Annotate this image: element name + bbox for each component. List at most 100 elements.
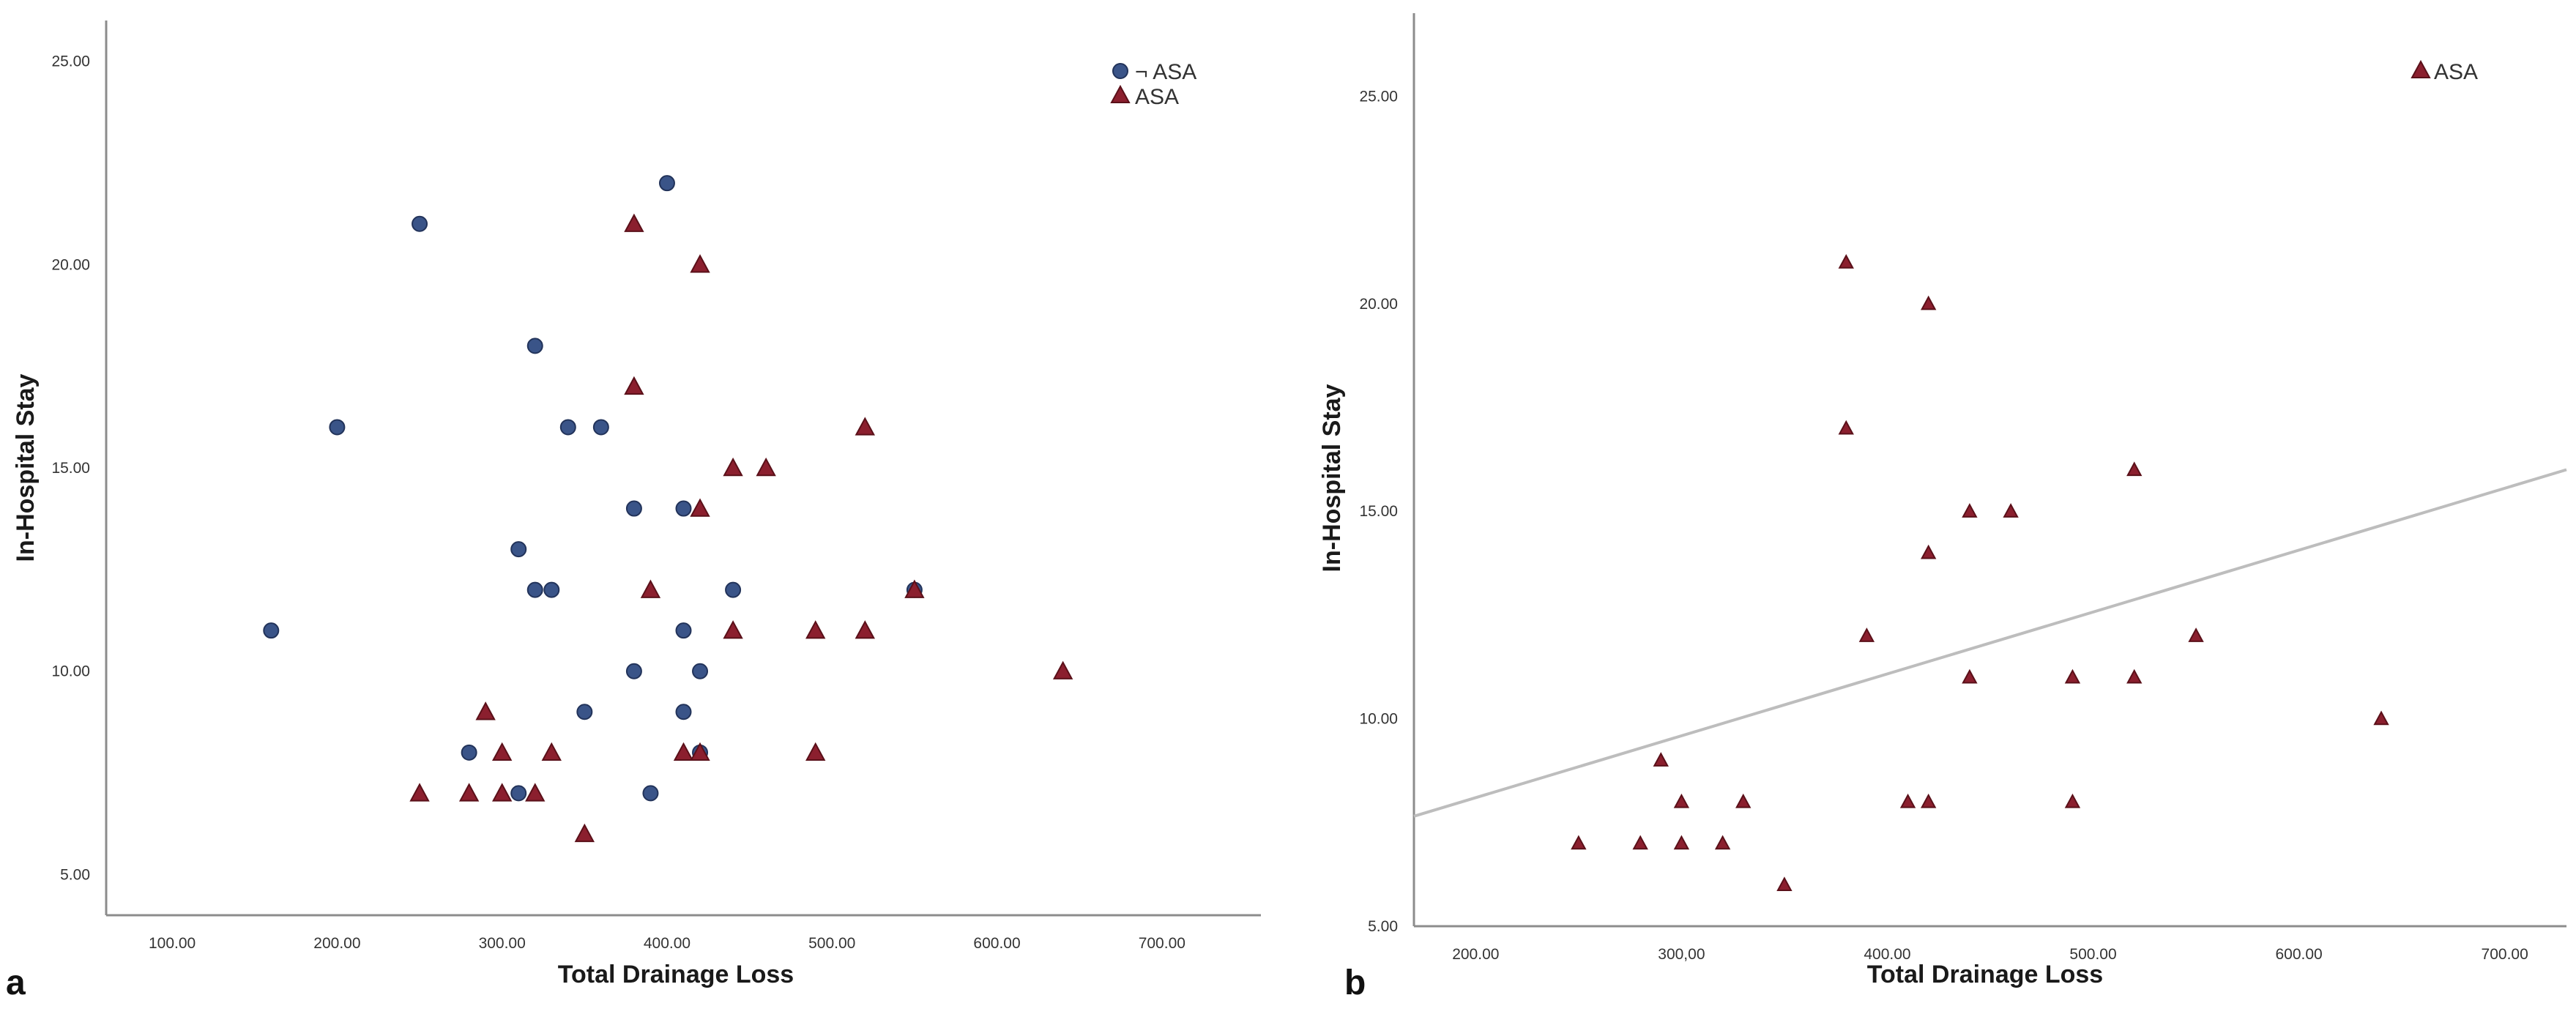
panel-a-no-asa-point [592,419,609,436]
panel-b-asa-point [1714,835,1731,850]
panel-b-fit-line [1413,468,2567,818]
panel-a-asa-point [409,783,430,802]
panel-a-asa-point [690,742,710,761]
panel-b-chart: 5.00 10.00 15.00 20.00 25.00 200.00 300,00 400… [1318,13,2567,988]
panel-a-no-asa-point [675,622,692,639]
panel-a-asa-point [805,742,826,761]
panel-b-x-tick-label: 400.00 [1864,946,1910,963]
panel-a-y-tick-label: 15.00 [51,460,90,477]
panel-b-asa-point [1858,627,1875,642]
panel-a-letter: a [6,964,26,1002]
panel-a-no-asa-point [725,581,742,598]
panel-a-asa-point [805,620,826,639]
panel-b-asa-point [1632,835,1648,850]
panel-a-no-asa-point [526,581,543,598]
panel-a-asa-point [1052,660,1073,679]
panel-a-asa-point [723,620,743,639]
panel-a-asa-point [624,376,644,395]
panel-a-no-asa-point [510,541,527,558]
panel-b-legend: ASA [2411,59,2478,84]
panel-a-asa-point [574,823,595,843]
panel-b-asa-point [2188,627,2204,642]
panel-a-no-asa-point [625,500,642,517]
panel-a-x-tick-label: 700.00 [1139,935,1185,952]
panel-a-chart: 5.00 10.00 15.00 20.00 25.00 100.00 200.00 300… [12,21,1261,988]
panel-a-asa-point [624,213,644,232]
panel-b-y-tick-label: 20.00 [1359,296,1398,313]
panel-b-y-tick-label: 25.00 [1359,88,1398,105]
panel-b-letter: b [1344,964,1366,1002]
panel-a-asa-point [458,783,480,802]
panel-a-asa-point [541,742,562,761]
panel-a-legend: ¬ ASA ASA [1110,60,1196,109]
panel-a-legend-no-asa-label: ¬ ASA [1135,60,1196,84]
panel-b-asa-point [2064,793,2081,808]
panel-a-asa-point [673,742,694,761]
panel-b-x-tick-label: 300,00 [1658,946,1705,963]
panel-a-asa-point [904,579,925,598]
panel-b-asa-point [1838,253,1854,269]
panel-a-x-tick-label: 400.00 [644,935,690,952]
panel-b-asa-point [1571,835,1587,850]
panel-a-x-tick-label: 600.00 [973,935,1020,952]
panel-a-y-tick-label: 20.00 [51,256,90,273]
panel-a-asa-point [690,498,710,517]
panel-b-asa-point [2126,461,2143,477]
panel-a-y-tick-label: 25.00 [51,53,90,70]
panel-b-asa-point [2126,668,2143,684]
panel-a-y-tick-label: 10.00 [51,663,90,680]
panel-a-y-axis-label: In-Hospital Stay [12,373,40,562]
panel-a-no-asa-point [692,663,709,679]
panel-b-x-axis-label: Total Drainage Loss [1867,961,2103,988]
panel-a-no-asa-point [461,744,477,761]
panel-a-asa-point [855,620,875,639]
panel-b-asa-point [2064,668,2081,684]
panel-a-no-asa-point [625,663,642,679]
panel-b-asa-point [2003,503,2019,518]
panel-a-asa-point [525,783,546,802]
panel-a-x-tick-label: 200.00 [313,935,360,952]
panel-a-asa-point [640,579,661,598]
panel-b-asa-point [1838,420,1854,435]
panel-b-x-tick-label: 700.00 [2482,946,2528,963]
panel-a-x-axis-label: Total Drainage Loss [558,961,794,988]
panel-a-no-asa-point [576,704,593,720]
panel-b-asa-point [1735,793,1752,808]
panel-a-no-asa-point [329,419,346,436]
panel-a-asa-point [855,417,875,436]
panel-b-asa-point [1921,793,1937,808]
panel-b-asa-point [1962,503,1978,518]
panel-b-asa-point [1921,544,1937,559]
panel-a-asa-point [756,457,776,477]
panel-b-y-axis-label: In-Hospital Stay [1318,384,1346,572]
panel-a-asa-point [690,254,710,273]
panel-b-y-tick-label: 15.00 [1359,503,1398,520]
panel-b-x-tick-label: 600.00 [2275,946,2322,963]
panel-b-asa-point [1673,835,1690,850]
panel-a-no-asa-point [658,175,675,192]
panel-a-no-asa-point [559,419,576,436]
panel-b-asa-point [2373,710,2389,726]
panel-b-y-tick-label: 5.00 [1368,918,1398,935]
panel-b-asa-point [1899,793,1916,808]
panel-a-no-asa-point [543,581,560,598]
panel-a-asa-point [475,701,496,720]
panel-b-y-tick-label: 10.00 [1359,711,1398,728]
panel-b-asa-point [1962,668,1978,684]
panel-b-asa-point [1653,752,1669,767]
panel-a-no-asa-point [675,500,692,517]
panel-a-no-asa-point [675,704,692,720]
panel-a-no-asa-point [412,215,428,232]
panel-b-x-tick-label: 200.00 [1452,946,1499,963]
panel-a-x-tick-label: 300.00 [479,935,526,952]
panel-b-asa-point [1921,295,1937,310]
panel-a-asa-point [723,457,743,477]
panel-a-asa-point [492,742,513,761]
panel-b-asa-point [1776,876,1793,891]
panel-a-no-asa-point [526,338,543,354]
panel-b-legend-asa-marker [2411,59,2431,78]
panel-a-no-asa-point [642,785,659,802]
panel-b-legend-asa-label: ASA [2434,60,2478,84]
panel-a-x-tick-label: 500.00 [808,935,855,952]
